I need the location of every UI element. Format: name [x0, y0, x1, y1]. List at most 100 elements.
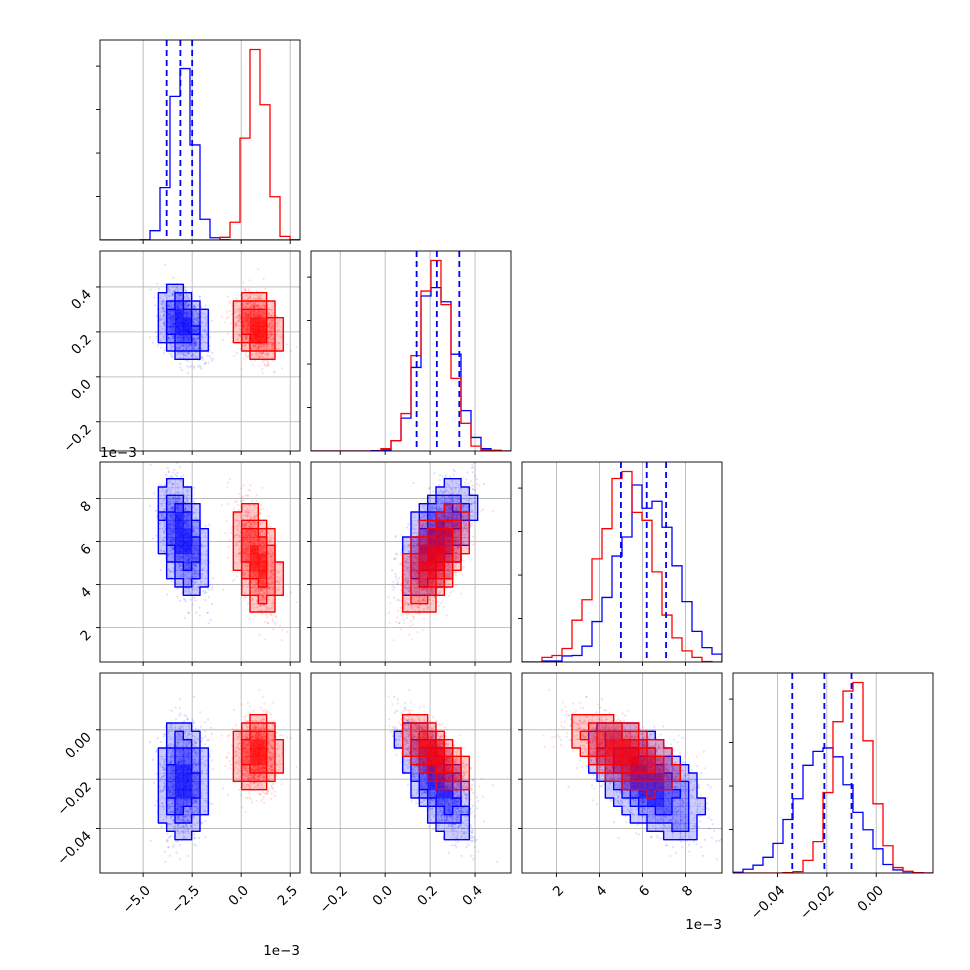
scatter-point: [166, 294, 170, 297]
scatter-point: [170, 347, 173, 350]
density-cell: [191, 326, 201, 335]
scatter-point: [195, 317, 199, 320]
scatter-point: [189, 343, 192, 346]
scatter-point: [207, 595, 211, 599]
density-cell: [200, 326, 209, 335]
scatter-point: [177, 298, 181, 301]
scatter-point: [149, 463, 152, 466]
scatter-point: [207, 622, 210, 625]
scatter-point: [171, 294, 175, 297]
scatter-point: [170, 301, 173, 304]
scatter-point: [211, 351, 214, 354]
scatter-point: [151, 341, 155, 344]
scatter-point: [183, 303, 186, 307]
scatter-point: [205, 314, 209, 318]
scatter-point: [169, 303, 172, 306]
scatter-point: [157, 484, 161, 487]
density-cell: [275, 334, 284, 344]
scatter-point: [240, 496, 243, 499]
scatter-point: [247, 289, 251, 293]
scatter-point: [178, 294, 181, 297]
scatter-point: [167, 306, 170, 309]
scatter-point: [179, 346, 182, 349]
scatter-point: [167, 336, 170, 340]
scatter-point: [204, 323, 207, 326]
density-cell: [200, 537, 209, 546]
density-cell: [183, 487, 193, 496]
density-cell: [191, 317, 201, 327]
scatter-point: [181, 353, 185, 356]
density-cell: [175, 478, 184, 488]
scatter-point: [229, 322, 233, 325]
scatter-point: [231, 579, 234, 583]
scatter-point: [189, 598, 192, 601]
scatter-point: [235, 575, 238, 578]
scatter-point: [176, 289, 180, 292]
density-cell: [175, 301, 184, 310]
scatter-point: [193, 347, 196, 350]
density-cell: [166, 301, 176, 310]
scatter-point: [163, 484, 167, 487]
scatter-point: [177, 292, 180, 296]
scatter-point: [172, 276, 175, 280]
scatter-point: [175, 346, 178, 349]
scatter-point: [195, 611, 198, 614]
scatter-point: [195, 343, 198, 346]
scatter-point: [163, 335, 166, 338]
density-cell: [275, 326, 284, 335]
density-cell: [266, 301, 276, 310]
scatter-point: [169, 301, 172, 304]
scatter-point: [201, 335, 204, 338]
scatter-point: [168, 305, 171, 308]
scatter-point: [192, 321, 196, 324]
scatter-point: [160, 484, 163, 487]
scatter-point: [193, 317, 197, 320]
scatter-point: [177, 295, 181, 298]
scatter-point: [229, 531, 233, 534]
scatter-point: [194, 340, 198, 344]
density-cell: [200, 545, 209, 555]
scatter-point: [203, 362, 207, 366]
scatter-point: [200, 311, 203, 314]
histogram-series-1: [311, 259, 511, 451]
scatter-point: [169, 338, 172, 341]
scatter-point: [175, 346, 178, 349]
scatter-point: [193, 500, 196, 503]
scatter-point: [200, 356, 203, 359]
scatter-point: [179, 366, 182, 369]
scatter-point: [191, 352, 194, 355]
density-cell: [266, 317, 276, 327]
scatter-point: [154, 304, 157, 307]
density-cell: [175, 503, 184, 513]
scatter-point: [205, 321, 208, 324]
scatter-point: [170, 306, 173, 310]
scatter-point: [191, 319, 195, 322]
scatter-point: [273, 621, 276, 624]
scatter-point: [160, 302, 163, 305]
scatter-point: [170, 294, 173, 297]
scatter-point: [225, 310, 229, 314]
scatter-point: [255, 499, 258, 502]
scatter-point: [176, 343, 179, 346]
scatter-point: [205, 342, 208, 345]
scatter-point: [227, 545, 230, 549]
density-cell: [183, 578, 193, 588]
density-cell: [183, 528, 193, 538]
scatter-point: [198, 364, 201, 367]
scatter-point: [191, 339, 195, 342]
density-cell: [158, 326, 168, 335]
scatter-point: [176, 351, 179, 354]
scatter-point: [289, 349, 293, 352]
scatter-point: [197, 346, 200, 350]
scatter-point: [176, 587, 179, 591]
density-cell: [183, 570, 193, 580]
scatter-point: [172, 290, 175, 293]
scatter-point: [201, 321, 204, 324]
scatter-point: [191, 343, 194, 346]
scatter-point: [295, 601, 298, 604]
density-cell: [275, 317, 284, 327]
panel-frame: [99, 39, 301, 241]
scatter-point: [187, 304, 190, 307]
scatter-point: [155, 315, 158, 318]
